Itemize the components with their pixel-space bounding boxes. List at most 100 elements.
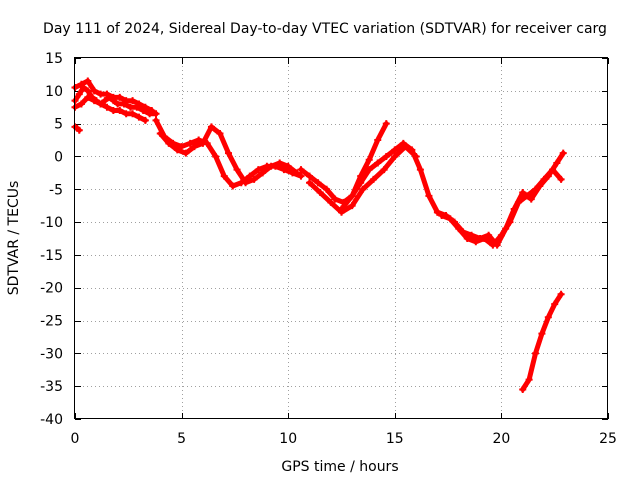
data-point [485,231,493,239]
data-point [338,208,345,216]
y-axis-label: SDTVAR / TECUs [6,181,22,296]
data-point [190,143,198,151]
data-point [297,172,305,180]
data-point [553,159,561,167]
data-point [391,146,399,154]
data-point [250,175,258,183]
data-point [90,87,98,95]
data-point [357,172,365,180]
data-point [207,123,215,131]
data-point [116,107,124,115]
data-point [369,175,377,183]
x-tick-label: 20 [492,431,510,447]
data-point [380,166,388,174]
y-tick-label: 0 [54,149,63,165]
data-point [84,87,92,95]
data-point [540,175,548,183]
series-trace [339,121,389,212]
data-point [276,159,284,167]
data-series [71,77,567,393]
y-tick-labels: 15 10 5 0 -5 -10 -15 -20 -25 -30 -35 -40 [40,51,63,428]
data-point [323,185,331,193]
y-tick-label: -30 [40,346,63,362]
series-afternoon [297,139,441,216]
data-point [382,120,390,128]
data-point [527,195,535,203]
data-point [551,300,559,308]
y-tick-label: -25 [40,314,63,330]
data-point [84,93,92,101]
y-tick-label: 15 [45,51,63,67]
data-point [103,103,111,111]
data-point [489,241,497,249]
x-tick-label: 0 [71,431,80,447]
data-point [514,198,522,206]
data-point [135,100,143,108]
plot-frame [74,57,608,419]
data-point [416,166,424,174]
data-point [126,103,134,111]
data-point [259,169,267,177]
data-point [129,97,137,105]
x-tick-label: 25 [599,431,617,447]
data-point [463,235,471,242]
x-tick-labels: 0 5 10 15 20 25 [71,431,617,447]
data-point [229,182,237,190]
data-point [116,93,124,101]
data-point [438,212,446,220]
data-point [97,100,105,108]
x-tick-label: 10 [279,431,297,447]
data-point [549,166,557,174]
data-point [152,110,160,118]
data-point [216,129,224,137]
data-point [97,90,105,98]
data-point [297,166,305,174]
data-point [284,162,292,170]
series-late-night-drop [519,290,565,393]
data-point [186,139,194,147]
data-point [84,77,92,85]
y-tick-label: -15 [40,248,63,264]
series-evening-b [438,166,565,249]
series-outlier-start [71,123,83,134]
data-point [401,143,409,151]
x-axis-label: GPS time / hours [281,459,398,475]
data-point [557,290,565,298]
data-point [365,156,373,164]
data-point [455,225,463,233]
y-tick-label: -40 [40,412,63,428]
series-afternoon-b [306,143,420,216]
data-point [103,90,111,98]
data-point [532,349,540,357]
data-point [523,192,531,200]
data-point [519,189,527,197]
data-point [122,110,130,118]
data-point [242,179,250,187]
data-point [559,149,567,157]
data-point [135,113,143,121]
data-point [331,195,339,203]
data-point [77,80,85,88]
data-point [141,103,149,111]
data-point [254,166,262,174]
data-point [75,90,83,98]
data-point [506,218,514,226]
data-point [141,116,149,124]
data-point [382,152,390,160]
data-point [293,169,301,177]
data-point [75,126,83,134]
data-point [220,172,228,180]
data-point [425,192,433,200]
data-point [165,139,173,147]
data-point [557,175,565,183]
data-point [306,172,314,180]
series-mid-day-b [156,123,301,187]
data-point [233,166,241,174]
data-point [225,149,233,157]
data-point [348,192,356,200]
data-point [90,97,98,105]
x-tick-label: 5 [177,431,186,447]
data-point [101,97,109,105]
data-point [412,152,420,160]
